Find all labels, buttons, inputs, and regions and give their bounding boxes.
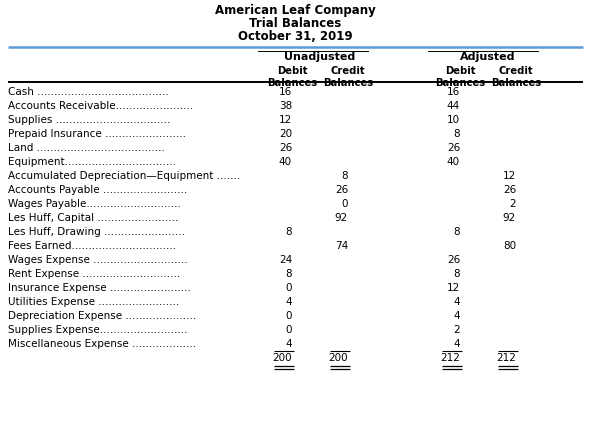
Text: Land ......................................: Land ...................................… [8, 143, 165, 153]
Text: 26: 26 [279, 143, 292, 153]
Text: 8: 8 [453, 269, 460, 279]
Text: 212: 212 [440, 353, 460, 363]
Text: 200: 200 [272, 353, 292, 363]
Text: 2: 2 [509, 199, 516, 209]
Text: Debit
Balances: Debit Balances [435, 66, 485, 88]
Text: Equipment.................................: Equipment...............................… [8, 157, 176, 167]
Text: Adjusted: Adjusted [460, 52, 516, 62]
Text: Miscellaneous Expense ...................: Miscellaneous Expense ..................… [8, 339, 196, 349]
Text: 8: 8 [342, 171, 348, 181]
Text: 0: 0 [285, 283, 292, 293]
Text: Cash .......................................: Cash ...................................… [8, 87, 169, 97]
Text: 200: 200 [329, 353, 348, 363]
Text: Insurance Expense ........................: Insurance Expense ......................… [8, 283, 191, 293]
Text: 4: 4 [453, 339, 460, 349]
Text: Wages Payable............................: Wages Payable...........................… [8, 199, 181, 209]
Text: 20: 20 [279, 129, 292, 139]
Text: 4: 4 [453, 311, 460, 321]
Text: Rent Expense .............................: Rent Expense ...........................… [8, 269, 180, 279]
Text: Supplies Expense..........................: Supplies Expense........................… [8, 325, 187, 335]
Text: Wages Expense ............................: Wages Expense ..........................… [8, 255, 187, 265]
Text: American Leaf Company: American Leaf Company [215, 4, 375, 17]
Text: 8: 8 [285, 227, 292, 237]
Text: 0: 0 [285, 325, 292, 335]
Text: 26: 26 [447, 143, 460, 153]
Text: Credit
Balances: Credit Balances [491, 66, 541, 88]
Text: Accumulated Depreciation—Equipment .......: Accumulated Depreciation—Equipment .....… [8, 171, 241, 181]
Text: 10: 10 [447, 115, 460, 125]
Text: 8: 8 [285, 269, 292, 279]
Text: Les Huff, Drawing ........................: Les Huff, Drawing ......................… [8, 227, 185, 237]
Text: Fees Earned...............................: Fees Earned.............................… [8, 241, 176, 251]
Text: Accounts Receivable.......................: Accounts Receivable.....................… [8, 101, 193, 111]
Text: 4: 4 [285, 297, 292, 307]
Text: 12: 12 [279, 115, 292, 125]
Text: 38: 38 [279, 101, 292, 111]
Text: 4: 4 [285, 339, 292, 349]
Text: 40: 40 [279, 157, 292, 167]
Text: 74: 74 [335, 241, 348, 251]
Text: 0: 0 [342, 199, 348, 209]
Text: 212: 212 [496, 353, 516, 363]
Text: Accounts Payable .........................: Accounts Payable .......................… [8, 185, 187, 195]
Text: 24: 24 [279, 255, 292, 265]
Text: 2: 2 [453, 325, 460, 335]
Text: 12: 12 [447, 283, 460, 293]
Text: Unadjusted: Unadjusted [284, 52, 356, 62]
Text: 26: 26 [447, 255, 460, 265]
Text: Prepaid Insurance ........................: Prepaid Insurance ......................… [8, 129, 186, 139]
Text: 16: 16 [447, 87, 460, 97]
Text: 16: 16 [279, 87, 292, 97]
Text: 4: 4 [453, 297, 460, 307]
Text: 26: 26 [335, 185, 348, 195]
Text: Credit
Balances: Credit Balances [323, 66, 373, 88]
Text: Depreciation Expense .....................: Depreciation Expense ...................… [8, 311, 196, 321]
Text: 92: 92 [335, 213, 348, 223]
Text: Utilities Expense ........................: Utilities Expense ......................… [8, 297, 179, 307]
Text: October 31, 2019: October 31, 2019 [238, 30, 352, 43]
Text: 44: 44 [447, 101, 460, 111]
Text: 92: 92 [503, 213, 516, 223]
Text: 40: 40 [447, 157, 460, 167]
Text: 8: 8 [453, 227, 460, 237]
Text: Debit
Balances: Debit Balances [267, 66, 317, 88]
Text: Les Huff, Capital ........................: Les Huff, Capital ......................… [8, 213, 178, 223]
Text: Supplies ..................................: Supplies ...............................… [8, 115, 170, 125]
Text: 26: 26 [503, 185, 516, 195]
Text: 80: 80 [503, 241, 516, 251]
Text: 12: 12 [503, 171, 516, 181]
Text: Trial Balances: Trial Balances [249, 17, 341, 30]
Text: 0: 0 [285, 311, 292, 321]
Text: 8: 8 [453, 129, 460, 139]
